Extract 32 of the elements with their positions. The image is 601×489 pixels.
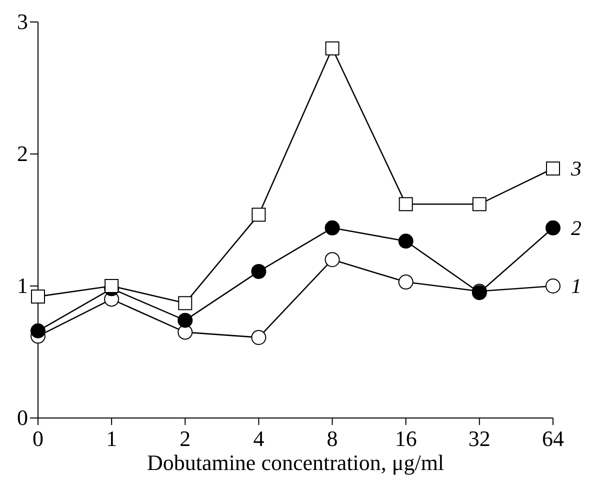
- point: [251, 330, 266, 345]
- point: [324, 220, 340, 236]
- point: [178, 312, 193, 328]
- x-tick-label: 16: [394, 426, 417, 451]
- point: [178, 296, 192, 310]
- series-label: 1: [571, 274, 582, 298]
- x-tick-label: 64: [542, 426, 564, 451]
- point: [398, 234, 414, 249]
- y-tick-label: 1: [17, 273, 28, 298]
- x-tick-label: 0: [32, 426, 44, 451]
- series-label: 3: [570, 156, 582, 181]
- x-tick-label: 2: [180, 426, 191, 451]
- x-axis-title: Dobutamine concentration, μg/ml: [146, 450, 444, 475]
- point: [104, 279, 119, 293]
- point: [252, 208, 266, 222]
- y-tick-label: 2: [17, 141, 28, 166]
- point: [398, 197, 413, 212]
- series-label: 2: [571, 216, 582, 240]
- x-tick-label: 1: [106, 426, 118, 451]
- x-tick-label: 8: [326, 426, 338, 451]
- y-tick-label: 3: [17, 9, 28, 34]
- y-tick-label: 0: [17, 405, 28, 430]
- point: [546, 220, 560, 236]
- point: [30, 323, 46, 338]
- x-tick-label: 32: [468, 426, 490, 451]
- x-tick-label: 4: [253, 426, 264, 451]
- point: [325, 41, 340, 56]
- point: [472, 197, 486, 212]
- point: [251, 264, 266, 279]
- point: [324, 252, 340, 268]
- point: [546, 278, 560, 294]
- point: [398, 274, 414, 290]
